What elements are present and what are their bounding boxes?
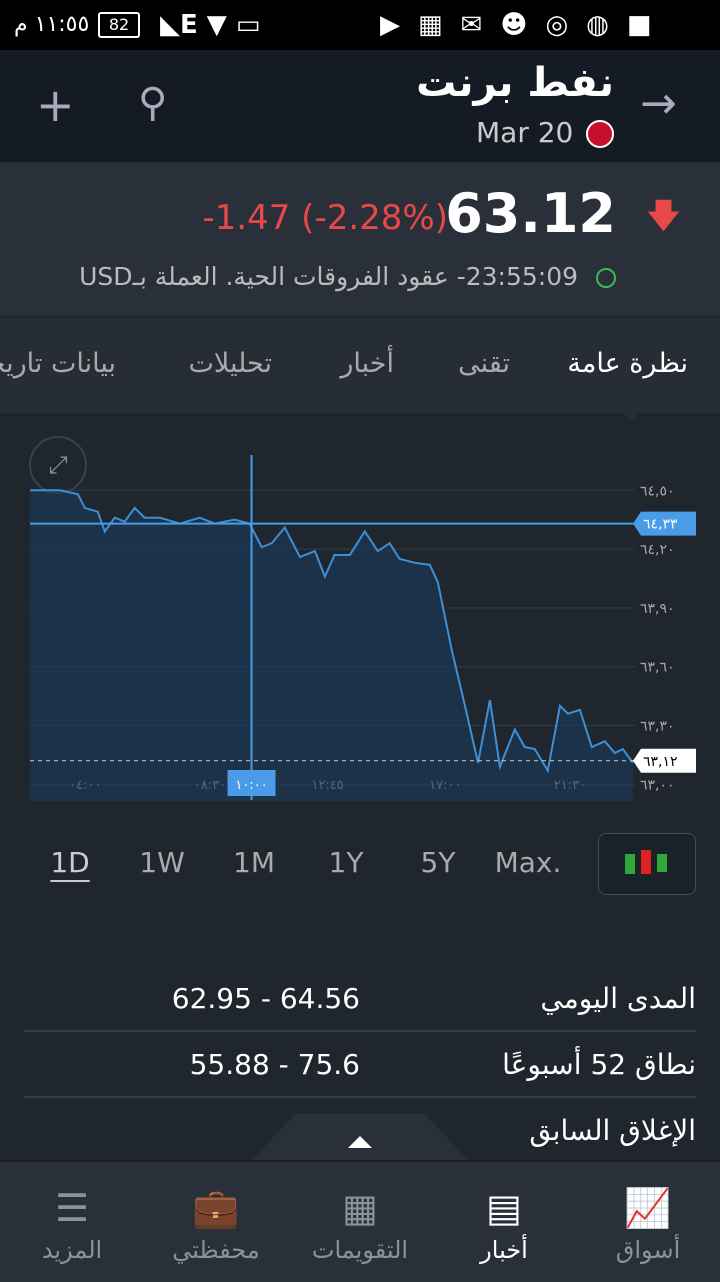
y-tick-label: ٦٤,٥٠ <box>640 483 675 499</box>
chart: ⤢ ٦٤,٥٠٦٤,٢٠٦٣,٩٠٦٣,٦٠٦٣,٣٠٦٣,٠٠٠٤:٠٠٠٨:… <box>29 413 696 801</box>
stat-label: نطاق 52 أسبوعًا <box>502 1048 696 1081</box>
range-button[interactable]: 1W <box>139 846 185 879</box>
range-button[interactable]: 5Y <box>420 846 456 879</box>
nav-item[interactable]: أخبار <box>480 1236 528 1264</box>
price: 63.12 <box>445 182 616 245</box>
range-button[interactable]: 1M <box>233 846 275 879</box>
clock: ١١:٥٥ م <box>14 12 90 37</box>
range-button[interactable]: Max. <box>494 846 562 879</box>
price-change: -1.47 (-2.28%) <box>202 198 448 238</box>
tab[interactable]: نظرة عامة <box>567 348 688 379</box>
price-line <box>30 489 634 774</box>
nav-icon: ▦ <box>342 1186 378 1230</box>
nav-icon: ▤ <box>486 1186 522 1230</box>
last-price-tag <box>633 748 696 773</box>
last-price-label: ٦٣,١٢ <box>643 754 678 770</box>
y-tick-label: ٦٣,٦٠ <box>640 660 675 676</box>
instrument-subtitle: Mar 20 <box>476 116 574 149</box>
quote-panel: 🡇 63.12 -1.47 (-2.28%) 23:55:09- عقود ال… <box>0 162 720 315</box>
collapse-tab[interactable] <box>250 1112 470 1162</box>
stat-label: الإغلاق السابق <box>529 1114 696 1147</box>
tab-bar: نظرة عامة تقنى أخبار تحليلات بيانات تاري… <box>0 318 720 413</box>
stat-value: 55.88 - 75.6 <box>189 1048 360 1081</box>
nav-icon: ☰ <box>54 1186 90 1230</box>
status-bar: ١١:٥٥ م 82 ◣E ▼ ▭ ▶▦✉☻◎◍■ <box>0 0 720 50</box>
battery: 82 <box>98 12 140 38</box>
quote-info-text: - عقود الفروقات الحية. العملة بـUSD <box>79 262 466 291</box>
add-button[interactable]: + <box>36 78 75 132</box>
notification-icons: ▶▦✉☻◎◍■ <box>380 10 670 40</box>
area-fill <box>30 490 633 800</box>
crosshair-x-label: ١٠:٠٠ <box>235 778 267 793</box>
stat-value: 62.95 - 64.56 <box>171 982 360 1015</box>
expand-icon: ⤢ <box>48 451 67 479</box>
bottom-nav: 📈 أسواق ▤ أخبار ▦ التقويمات 💼 محفظتي ☰ المزيد <box>0 1160 720 1282</box>
y-tick-label: ٦٣,٣٠ <box>640 719 675 735</box>
nav-item[interactable]: أسواق <box>615 1236 681 1264</box>
crosshair-x-tag <box>227 770 276 796</box>
crosshair-y-tag <box>633 511 696 536</box>
search-button[interactable]: ⚲ <box>138 80 168 126</box>
crosshair-y-label: ٦٤,٣٣ <box>643 517 678 533</box>
back-button[interactable]: → <box>640 78 677 129</box>
nav-icon: 📈 <box>624 1186 672 1230</box>
quote-time: 23:55:09 <box>465 262 578 291</box>
tab-pointer <box>623 413 639 421</box>
range-bar: 1D 1W 1M 1Y 5Y Max. <box>0 830 720 900</box>
nav-item[interactable]: المزيد <box>41 1236 103 1264</box>
tab[interactable]: تقنى <box>458 348 510 379</box>
instrument-title: نفط برنت <box>416 60 614 106</box>
tab[interactable]: أخبار <box>340 348 394 379</box>
tab[interactable]: بيانات تاريخية <box>0 348 116 379</box>
signal-icons: ◣E ▼ ▭ <box>160 10 261 40</box>
y-tick-label: ٦٣,٠٠ <box>640 777 675 793</box>
y-tick-label: ٦٣,٩٠ <box>640 601 675 617</box>
nav-icon: 💼 <box>192 1186 240 1230</box>
range-button[interactable]: 1D <box>50 846 90 879</box>
divider <box>24 1030 696 1032</box>
range-button[interactable]: 1Y <box>328 846 364 879</box>
divider <box>24 1096 696 1098</box>
quote-info: 23:55:09- عقود الفروقات الحية. العملة بـ… <box>79 262 578 291</box>
flag-icon <box>586 120 614 148</box>
clock-icon <box>596 268 616 288</box>
y-tick-label: ٦٤,٢٠ <box>640 542 675 558</box>
candle-toggle[interactable] <box>598 833 696 895</box>
tab[interactable]: تحليلات <box>188 348 272 379</box>
down-arrow: 🡇 <box>646 196 681 236</box>
nav-item[interactable]: التقويمات <box>311 1236 409 1264</box>
header: + ⚲ → نفط برنت Mar 20 <box>0 50 720 162</box>
nav-item[interactable]: محفظتي <box>172 1236 260 1264</box>
stat-label: المدى اليومي <box>540 982 696 1015</box>
